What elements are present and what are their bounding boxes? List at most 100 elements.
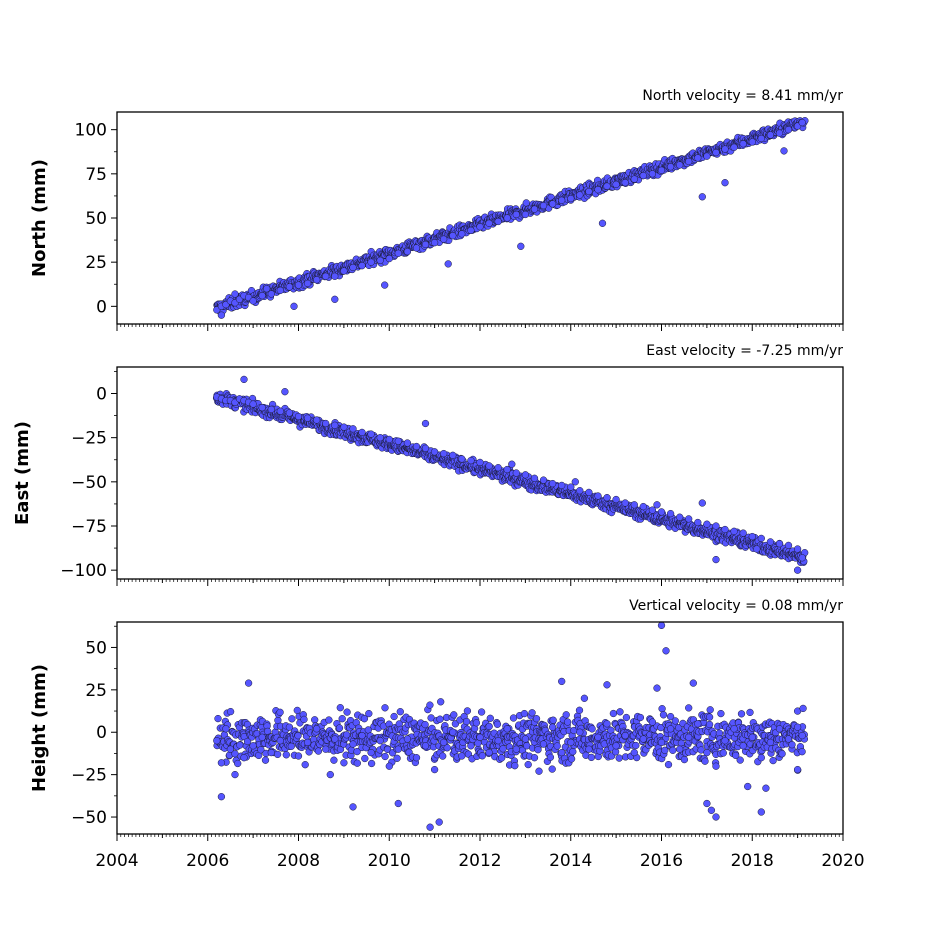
height-cloud-point	[615, 754, 623, 762]
east-data-point	[571, 478, 579, 486]
east-data-point	[313, 416, 321, 424]
height-ytick-label: −50	[71, 808, 107, 828]
height-cloud-point	[288, 715, 296, 723]
north-data-point	[294, 281, 303, 289]
north-data-point	[739, 140, 747, 148]
east-data-point	[793, 566, 802, 574]
height-cloud-point	[548, 765, 556, 773]
height-data-point	[217, 793, 226, 801]
height-cloud-point	[282, 751, 290, 759]
height-data-point	[739, 742, 747, 750]
north-ytick-label: 50	[85, 209, 107, 229]
height-data-point	[744, 782, 752, 791]
height-cloud-point	[705, 720, 714, 729]
height-cloud-point	[336, 704, 344, 712]
height-cloud-point	[636, 713, 645, 722]
height-data-point	[313, 725, 321, 733]
east-data-point	[421, 419, 430, 428]
east-velocity-annotation: East velocity = -7.25 mm/yr	[646, 343, 843, 359]
north-data-point	[539, 201, 548, 210]
east-data-point	[376, 434, 384, 442]
north-data-point	[685, 157, 693, 166]
height-data-point	[703, 748, 711, 757]
height-cloud-point	[798, 748, 806, 756]
height-cloud-point	[509, 714, 518, 722]
north-data-point	[458, 230, 466, 238]
north-data-point	[412, 244, 421, 252]
east-data-point	[685, 515, 693, 523]
north-data-point	[322, 272, 330, 280]
north-data-point	[558, 196, 566, 204]
height-cloud-point	[393, 754, 401, 762]
height-cloud-point	[520, 709, 529, 718]
height-cloud-point	[390, 712, 398, 721]
east-data-point	[512, 469, 520, 477]
height-data-point	[340, 759, 348, 767]
xtick-label: 2004	[95, 851, 138, 871]
height-cloud-point	[616, 708, 624, 716]
height-cloud-point	[343, 708, 351, 716]
xtick-label: 2012	[458, 851, 501, 871]
height-data-point	[244, 679, 253, 687]
height-data-point	[217, 759, 226, 767]
north-data-point	[340, 267, 348, 275]
east-data-point	[594, 492, 602, 500]
east-data-point	[367, 430, 375, 438]
north-data-point	[313, 276, 321, 284]
north-data-point	[576, 191, 584, 199]
height-data-point	[440, 738, 448, 747]
east-data-point	[657, 508, 666, 516]
height-data-point	[585, 745, 593, 753]
north-data-point	[381, 281, 389, 289]
north-data-point	[367, 258, 375, 266]
north-data-point	[285, 283, 294, 291]
north-data-point	[784, 126, 793, 134]
height-cloud-point	[381, 704, 389, 712]
north-data-point	[512, 210, 520, 219]
north-data-point	[598, 219, 607, 227]
height-cloud-point	[575, 706, 584, 714]
north-data-point	[267, 290, 275, 298]
height-cloud-point	[367, 759, 376, 768]
height-cloud-point	[622, 713, 631, 722]
height-data-point	[222, 725, 230, 733]
height-cloud-point	[685, 704, 693, 712]
east-data-point	[676, 513, 684, 521]
north-data-point	[703, 152, 711, 160]
height-cloud-point	[314, 747, 323, 755]
north-data-point	[358, 262, 366, 270]
east-data-point	[753, 545, 761, 553]
height-cloud-point	[294, 732, 302, 740]
height-data-point	[798, 731, 806, 740]
height-data-point	[689, 679, 697, 687]
height-data-point	[757, 754, 765, 762]
height-cloud-point	[658, 705, 666, 713]
north-data-point	[798, 118, 806, 127]
height-data-point	[676, 745, 684, 753]
east-data-point	[281, 388, 289, 396]
height-cloud-point	[736, 756, 744, 764]
height-data-point	[449, 728, 457, 736]
height-data-point	[467, 742, 475, 750]
xtick-label: 2014	[549, 851, 592, 871]
height-cloud-point	[719, 749, 727, 757]
height-cloud-point	[664, 760, 673, 769]
height-data-point	[612, 742, 620, 750]
height-data-point	[403, 735, 412, 743]
height-cloud-point	[234, 759, 242, 768]
east-data-point	[322, 419, 330, 428]
north-ticks: 0 25 50 75 100	[75, 121, 844, 331]
xtick-label: 2020	[821, 851, 864, 871]
height-cloud-point	[226, 707, 235, 716]
east-data-point	[766, 538, 775, 546]
east-data-point	[458, 455, 466, 463]
height-cloud-point	[273, 750, 282, 759]
east-data-point	[403, 439, 412, 447]
height-cloud-point	[293, 706, 301, 715]
north-data-point	[444, 260, 452, 268]
north-data-point	[494, 217, 502, 226]
height-cloud-point	[353, 747, 361, 756]
height-cloud-point	[365, 709, 373, 718]
height-cloud-point	[381, 752, 389, 761]
